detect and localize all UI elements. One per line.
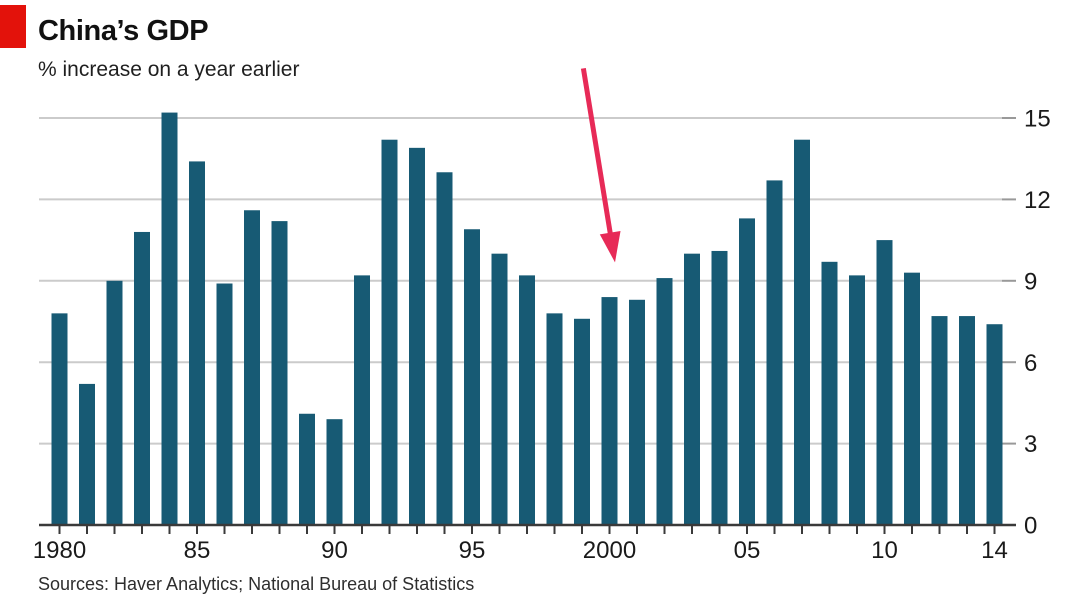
bar-2004 (711, 250, 728, 525)
y-axis-label-12: 12 (1024, 187, 1051, 214)
y-axis-label-3: 3 (1024, 431, 1037, 458)
y-axis-label-6: 6 (1024, 350, 1037, 377)
source-line: Sources: Haver Analytics; National Burea… (38, 574, 475, 594)
chart-title: China’s GDP (38, 15, 209, 47)
bar-1986 (216, 283, 233, 525)
x-axis-label-95: 95 (459, 537, 486, 564)
bar-1988 (271, 221, 288, 525)
bar-1981 (79, 383, 95, 525)
red-accent-tab (0, 5, 26, 48)
bar-2012 (931, 316, 948, 525)
bar-2001 (629, 299, 645, 525)
chart-subtitle: % increase on a year earlier (38, 58, 300, 81)
bar-1985 (189, 161, 205, 525)
bar-1999 (574, 318, 590, 525)
bar-1992 (381, 139, 398, 525)
bar-1982 (106, 280, 123, 525)
annotation-arrow-shaft (580, 67, 615, 244)
bar-2003 (684, 253, 700, 525)
bar-1996 (491, 253, 508, 525)
y-axis-label-9: 9 (1024, 268, 1037, 295)
bar-2006 (766, 180, 783, 525)
bar-2010 (876, 240, 893, 525)
bar-1989 (299, 413, 315, 525)
x-axis-label-05: 05 (734, 537, 761, 564)
bar-1990 (326, 419, 343, 525)
bar-2002 (656, 278, 673, 525)
bar-2007 (794, 139, 810, 525)
x-axis-label-2000: 2000 (583, 537, 636, 564)
bar-2000 (601, 297, 618, 525)
bar-2011 (904, 272, 920, 525)
bar-1984 (161, 112, 178, 525)
x-axis-label-90: 90 (321, 537, 348, 564)
bar-1997 (519, 275, 535, 525)
bar-1980 (51, 313, 68, 525)
bar-1998 (546, 313, 563, 525)
x-axis-label-85: 85 (184, 537, 211, 564)
bar-1991 (354, 275, 370, 525)
bar-2009 (849, 275, 865, 525)
bar-2014 (986, 324, 1003, 525)
bar-1994 (436, 172, 453, 525)
bar-2005 (739, 218, 755, 526)
annotation-arrow-head (599, 231, 621, 263)
x-axis-label-10: 10 (871, 537, 898, 564)
bar-1987 (244, 210, 260, 525)
bar-2008 (821, 261, 838, 525)
y-axis-label-0: 0 (1024, 513, 1037, 540)
bar-2013 (959, 316, 975, 525)
x-axis-label-1980: 1980 (33, 537, 86, 564)
y-axis-label-15: 15 (1024, 106, 1051, 133)
bar-1983 (134, 231, 150, 525)
bar-1993 (409, 147, 425, 525)
x-axis-label-14: 14 (981, 537, 1008, 564)
bar-1995 (464, 229, 480, 525)
